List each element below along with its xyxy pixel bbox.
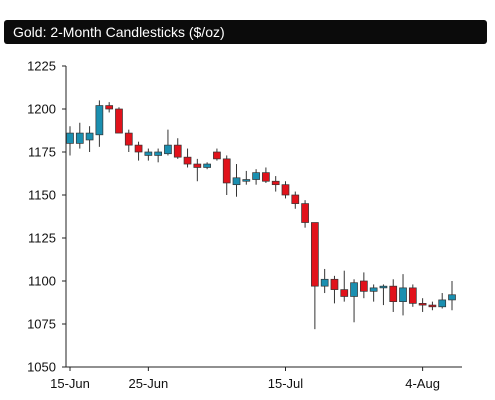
candle-body-down bbox=[311, 222, 319, 287]
candle bbox=[418, 298, 427, 312]
candle-body-down bbox=[330, 278, 339, 290]
candle bbox=[330, 275, 339, 304]
y-tick-label: 1200 bbox=[27, 102, 56, 117]
y-tick-label: 1050 bbox=[27, 360, 56, 375]
candle bbox=[428, 301, 437, 311]
candle bbox=[262, 167, 270, 183]
candle bbox=[193, 158, 202, 182]
candle bbox=[438, 293, 447, 309]
candle bbox=[85, 126, 94, 152]
y-axis-ticks: 1050 1075 1100 1125 1150 1175 1200 1225 bbox=[27, 59, 66, 375]
candle-body-down bbox=[105, 105, 114, 110]
candle-body-up bbox=[164, 144, 172, 155]
candle bbox=[95, 100, 104, 147]
candle-body-down bbox=[213, 151, 221, 160]
candle bbox=[281, 181, 290, 199]
candle bbox=[183, 148, 192, 168]
candle-body-up bbox=[154, 151, 163, 156]
candle-body-down bbox=[193, 163, 202, 168]
candle-body-up bbox=[448, 294, 456, 301]
candle-body-down bbox=[301, 203, 309, 223]
candle bbox=[340, 270, 349, 302]
candle bbox=[311, 222, 319, 330]
candle-body-up bbox=[95, 105, 104, 136]
candle bbox=[291, 191, 300, 209]
candle-body-down bbox=[281, 184, 290, 196]
candle-body-up bbox=[438, 299, 447, 308]
x-tick-label: 15-Jul bbox=[268, 376, 304, 391]
candle bbox=[203, 162, 211, 170]
candle-body-down bbox=[271, 180, 280, 186]
candle bbox=[252, 169, 260, 185]
y-tick-label: 1150 bbox=[28, 188, 56, 203]
candle bbox=[66, 126, 74, 156]
candle-body-down bbox=[359, 280, 368, 292]
candle bbox=[379, 284, 388, 306]
y-tick-label: 1075 bbox=[27, 317, 56, 332]
candle-body-down bbox=[124, 132, 133, 146]
candle-body-up bbox=[399, 287, 407, 302]
candle-body-up bbox=[232, 177, 241, 186]
y-tick-label: 1225 bbox=[27, 59, 56, 74]
chart-title: Gold: 2-Month Candlesticks ($/oz) bbox=[4, 20, 487, 44]
candle-body-up bbox=[320, 278, 329, 287]
candle-body-down bbox=[428, 304, 437, 308]
candle bbox=[222, 155, 231, 195]
candle bbox=[144, 148, 153, 161]
candle-body-down bbox=[291, 194, 300, 204]
candle bbox=[164, 129, 172, 156]
axes bbox=[65, 66, 462, 368]
candle bbox=[213, 148, 221, 161]
x-tick-label: 4-Aug bbox=[405, 376, 440, 391]
candle bbox=[124, 129, 133, 152]
candle bbox=[320, 268, 329, 294]
candle bbox=[350, 279, 358, 323]
y-tick-label: 1100 bbox=[28, 274, 56, 289]
candle-body-down bbox=[183, 156, 192, 165]
x-tick-label: 25-Jun bbox=[128, 376, 168, 391]
candle-body-up bbox=[369, 287, 378, 292]
candle-body-down bbox=[262, 172, 270, 182]
candle-body-up bbox=[144, 151, 153, 156]
candle-body-up bbox=[85, 132, 94, 141]
candle bbox=[115, 107, 123, 134]
candle-body-up bbox=[75, 132, 84, 144]
candle-body-up bbox=[203, 163, 211, 168]
candle-body-down bbox=[115, 108, 123, 134]
candle bbox=[75, 122, 84, 149]
candle-body-down bbox=[340, 289, 349, 297]
candle bbox=[389, 279, 398, 312]
candle bbox=[242, 170, 251, 185]
candle-body-down bbox=[418, 303, 427, 306]
candle bbox=[134, 141, 143, 161]
candle bbox=[271, 176, 280, 192]
candle-body-down bbox=[222, 158, 231, 184]
candle bbox=[369, 284, 378, 302]
candles bbox=[66, 100, 456, 330]
y-tick-label: 1125 bbox=[28, 231, 56, 246]
candle bbox=[301, 200, 309, 228]
candle bbox=[105, 102, 114, 113]
candle bbox=[408, 284, 417, 307]
candle-body-up bbox=[350, 282, 358, 297]
candle-body-down bbox=[389, 285, 398, 302]
candle bbox=[448, 281, 456, 311]
candle bbox=[359, 272, 368, 299]
candle-body-up bbox=[379, 285, 388, 289]
candle-body-down bbox=[408, 287, 417, 304]
x-axis-ticks: 15-Jun 25-Jun 15-Jul 4-Aug bbox=[50, 367, 440, 391]
candle-body-up bbox=[242, 179, 251, 182]
candle bbox=[173, 138, 182, 159]
candle bbox=[232, 164, 241, 197]
candle bbox=[399, 274, 407, 316]
candle-body-up bbox=[66, 132, 74, 144]
candle bbox=[154, 148, 163, 163]
candle-body-down bbox=[134, 144, 143, 153]
candle-body-down bbox=[173, 144, 182, 158]
candle-body-up bbox=[252, 172, 260, 180]
x-tick-label: 15-Jun bbox=[50, 376, 90, 391]
y-tick-label: 1175 bbox=[28, 145, 56, 160]
